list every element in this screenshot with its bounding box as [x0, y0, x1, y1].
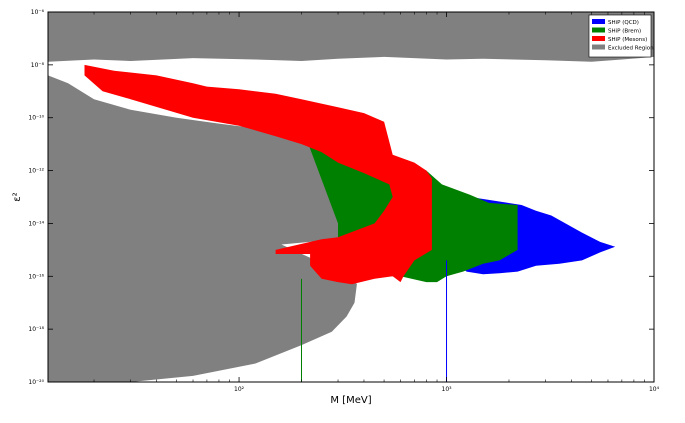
- y-tick-label: 10⁻¹⁰: [28, 115, 44, 122]
- legend-label-excluded-region: Excluded Region: [608, 45, 654, 51]
- chart-ticks: 10² 10³ 10⁴ 10⁻⁶ 10⁻⁸ 10⁻¹⁰ 10⁻¹² 10⁻¹⁴ 10⁻¹⁶ 10⁻…: [28, 9, 659, 393]
- y-tick-label: 10⁻⁶: [31, 9, 45, 16]
- ship-mesons-region-1: [84, 64, 432, 285]
- excluded-region-region-2: [48, 75, 388, 382]
- chart-regions: [48, 12, 654, 382]
- legend-swatch-ship-brem: [592, 27, 605, 33]
- y-tick-label: 10⁻²⁰: [28, 379, 44, 386]
- y-tick-label: 10⁻¹⁶: [28, 273, 44, 280]
- plot-frame: [47, 11, 655, 383]
- x-tick-label: 10⁴: [649, 386, 660, 393]
- y-tick-label: 10⁻⁸: [31, 62, 45, 69]
- legend: SHiP (QCD) SHiP (Brem) SHiP (Mesons) Exclud…: [588, 14, 654, 58]
- y-tick-label: 10⁻¹⁴: [28, 220, 44, 227]
- x-axis-label: M [MeV]: [330, 395, 371, 406]
- chart-vertical-lines: [301, 260, 448, 382]
- excluded-region-region-1: [48, 12, 654, 62]
- legend-label-ship-brem: SHiP (Brem): [608, 28, 641, 34]
- legend-label-ship-mesons: SHiP (Mesons): [608, 37, 647, 43]
- x-tick-label: 10³: [442, 386, 453, 393]
- y-tick-label: 10⁻¹²: [28, 168, 44, 175]
- legend-swatch-excluded-region: [592, 44, 605, 50]
- legend-swatch-ship-qcd: [592, 19, 605, 24]
- y-axis-label: ε²: [12, 192, 23, 201]
- legend-label-ship-qcd: SHiP (QCD): [608, 20, 639, 26]
- legend-swatch-ship-mesons: [592, 36, 605, 41]
- y-tick-label: 10⁻¹⁸: [28, 326, 44, 333]
- x-tick-label: 10²: [234, 386, 245, 393]
